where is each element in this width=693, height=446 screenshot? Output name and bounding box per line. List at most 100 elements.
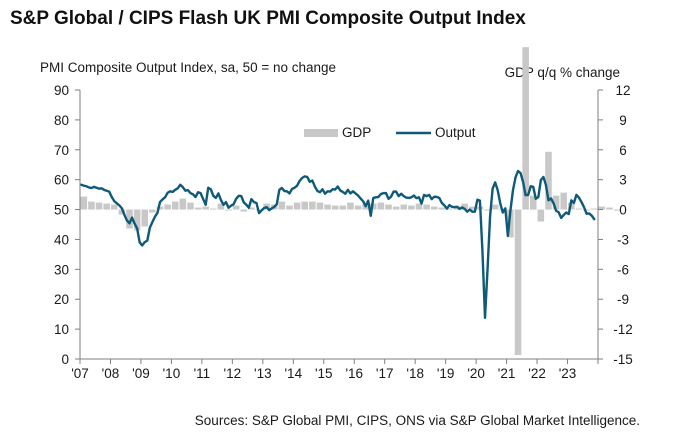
- gdp-bar: [156, 206, 164, 210]
- gdp-bar: [240, 209, 248, 212]
- gdp-bar: [446, 208, 453, 210]
- gdp-bar: [537, 209, 545, 222]
- gdp-bar: [606, 207, 613, 210]
- gdp-bar: [590, 208, 598, 210]
- gdp-bar: [164, 204, 171, 210]
- gdp-bar: [354, 205, 362, 210]
- right-tick-label: 0: [619, 203, 627, 218]
- left-tick-label: 10: [54, 322, 69, 337]
- x-tick-label: '14: [284, 366, 302, 381]
- x-tick-label: '11: [194, 366, 211, 381]
- gdp-bar: [225, 209, 232, 211]
- gdp-bar: [88, 201, 95, 210]
- left-tick-label: 30: [54, 262, 69, 277]
- x-tick-label: '10: [163, 366, 181, 381]
- gdp-bar: [392, 206, 400, 210]
- right-tick-label: 3: [619, 173, 627, 188]
- gdp-bar: [598, 206, 606, 210]
- source-note: Sources: S&P Global PMI, CIPS, ONS via S…: [194, 413, 640, 428]
- right-tick-label: 6: [619, 143, 627, 158]
- left-tick-label: 20: [54, 292, 69, 307]
- gdp-bar: [324, 204, 331, 210]
- gdp-bar: [484, 209, 491, 211]
- gdp-bar: [171, 201, 179, 210]
- gdp-bar: [141, 209, 149, 227]
- x-tick-label: '22: [528, 366, 546, 381]
- left-tick-label: 80: [54, 113, 69, 128]
- gdp-bar: [339, 205, 347, 210]
- gdp-bar: [111, 204, 118, 210]
- gdp-bar: [408, 205, 415, 210]
- left-axis-title: PMI Composite Output Index, sa, 50 = no …: [40, 60, 337, 75]
- gdp-bar: [575, 208, 583, 210]
- left-tick-label: 0: [61, 352, 69, 367]
- gdp-bar: [149, 209, 156, 213]
- right-axis-title: GDP q/q % change: [504, 65, 620, 80]
- gdp-bar: [301, 201, 308, 210]
- x-tick-label: '18: [406, 366, 424, 381]
- right-tick-label: -6: [617, 262, 629, 277]
- gdp-bar: [133, 209, 141, 231]
- gdp-bar: [469, 206, 476, 210]
- gdp-bar: [316, 202, 324, 210]
- x-tick-label: '08: [102, 366, 120, 381]
- gdp-bar: [293, 202, 301, 210]
- legend-output-label: Output: [435, 125, 476, 140]
- gdp-bar: [522, 47, 529, 210]
- x-tick-label: '23: [559, 366, 577, 381]
- x-tick-label: '09: [132, 366, 150, 381]
- right-tick-label: -12: [613, 322, 633, 337]
- gdp-bar: [438, 207, 446, 210]
- left-tick-label: 70: [54, 143, 69, 158]
- legend-gdp-label: GDP: [342, 125, 371, 140]
- gdp-bar: [278, 201, 286, 210]
- right-tick-label: 9: [619, 113, 627, 128]
- right-tick-label: -15: [613, 352, 633, 367]
- gdp-bar: [309, 201, 316, 210]
- gdp-bar: [552, 195, 560, 210]
- gdp-bar: [331, 205, 339, 210]
- gdp-bar: [415, 203, 423, 210]
- gdp-bar: [423, 204, 430, 210]
- x-tick-label: '15: [315, 366, 333, 381]
- legend-gdp-swatch: [304, 129, 338, 137]
- x-tick-label: '13: [254, 366, 272, 381]
- gdp-bar: [187, 202, 194, 210]
- left-tick-label: 90: [54, 83, 69, 98]
- gdp-bar: [583, 209, 590, 211]
- gdp-bar: [103, 203, 110, 210]
- x-tick-label: '21: [498, 366, 516, 381]
- gdp-bar: [529, 195, 537, 210]
- gdp-bar: [179, 198, 187, 210]
- gdp-bar: [126, 209, 133, 229]
- right-tick-label: 12: [615, 83, 630, 98]
- gdp-bar: [385, 204, 392, 210]
- gdp-bar: [202, 206, 209, 210]
- gdp-bar: [210, 208, 217, 210]
- gdp-bar: [514, 209, 522, 356]
- right-tick-label: -3: [617, 232, 629, 247]
- gdp-bar: [377, 202, 385, 210]
- x-tick-label: '19: [437, 366, 455, 381]
- x-tick-label: '12: [224, 366, 242, 381]
- left-tick-label: 40: [54, 232, 69, 247]
- right-tick-label: -9: [617, 292, 629, 307]
- chart-title: S&P Global / CIPS Flash UK PMI Composite…: [10, 8, 526, 29]
- gdp-bar: [613, 209, 621, 211]
- x-tick-label: '20: [467, 366, 485, 381]
- gdp-bar: [217, 203, 225, 210]
- gdp-bar: [560, 192, 567, 210]
- x-tick-label: '16: [345, 366, 363, 381]
- gdp-bar: [370, 203, 377, 210]
- gdp-bar: [118, 209, 126, 215]
- gdp-bar: [95, 202, 103, 210]
- gdp-bar: [430, 206, 438, 210]
- gdp-bar: [80, 196, 88, 210]
- gdp-bar: [347, 202, 354, 210]
- x-tick-label: '17: [376, 366, 394, 381]
- gdp-bar: [507, 209, 514, 238]
- gdp-bar: [248, 207, 255, 210]
- output-line: [80, 169, 596, 319]
- gdp-bar: [461, 203, 468, 210]
